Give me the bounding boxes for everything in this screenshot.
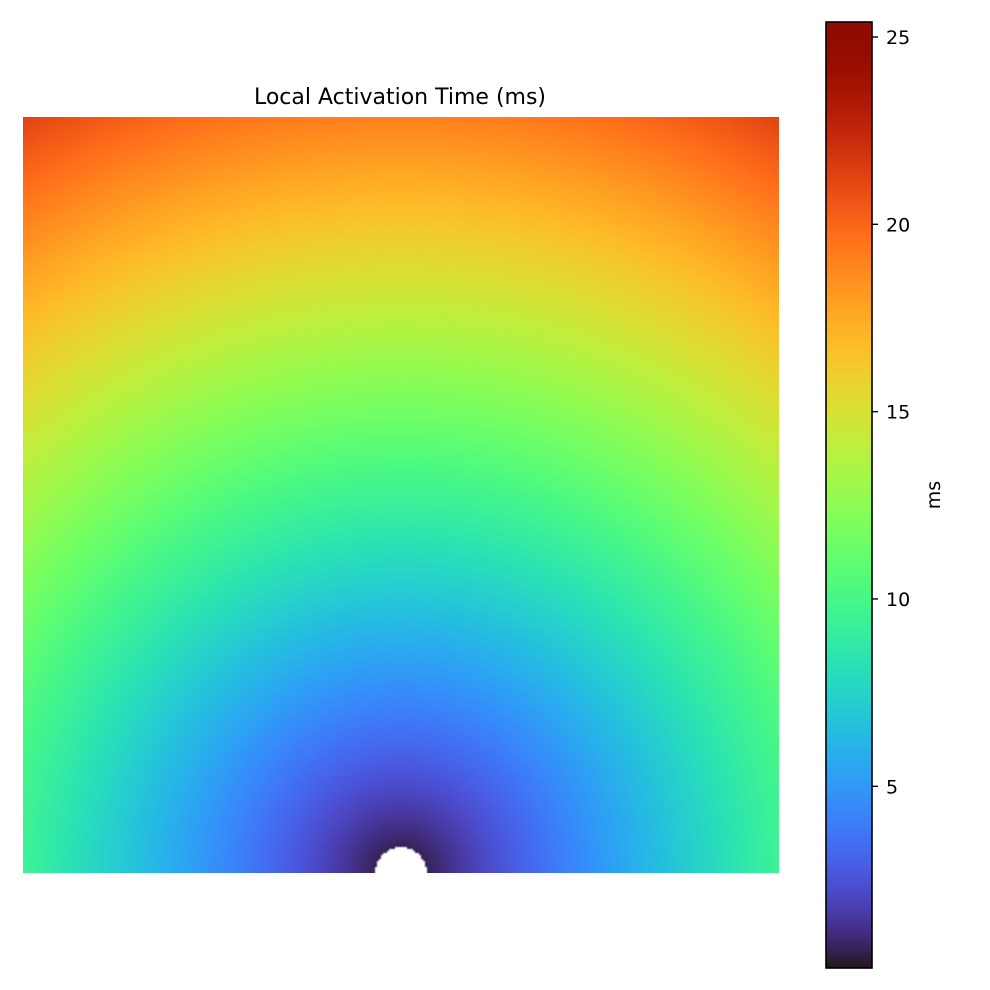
colorbar-tick-label: 5: [886, 776, 898, 798]
colorbar-frame: [825, 21, 873, 969]
chart-title: Local Activation Time (ms): [254, 85, 546, 110]
colorbar-gradient: [826, 22, 872, 968]
activation-time-heatmap: [23, 117, 779, 873]
colorbar-tick-label: 15: [886, 402, 910, 424]
colorbar-label: ms: [923, 481, 945, 509]
colorbar-tick-label: 25: [886, 27, 910, 49]
colorbar-tick-label: 10: [886, 589, 910, 611]
colorbar-ticks: 5 10 15 20 25: [872, 27, 910, 798]
colorbar-tick-label: 20: [886, 214, 910, 236]
